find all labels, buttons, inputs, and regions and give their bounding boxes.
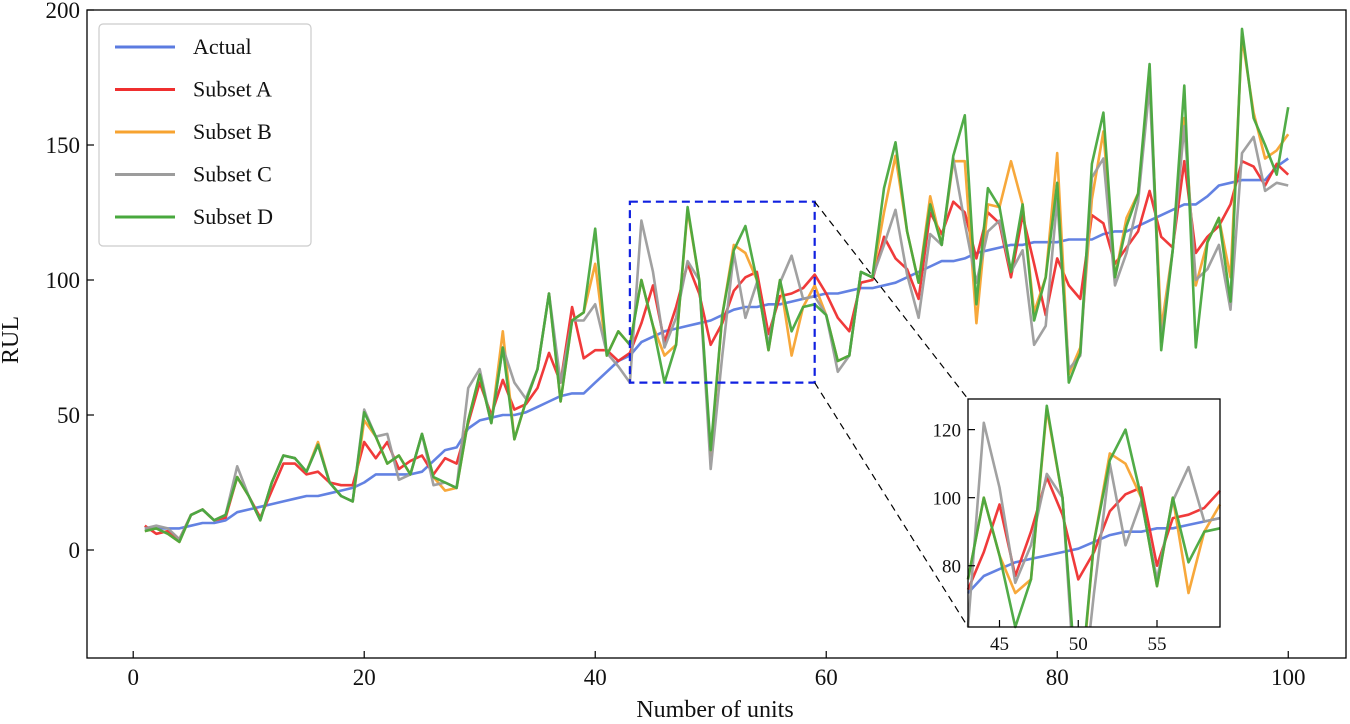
inset-x-tick-label: 45: [990, 634, 1009, 655]
main-plot-lines: [144, 27, 1290, 544]
zoom-connector-bottom: [814, 382, 969, 628]
inset-series-line-subset-d: [966, 404, 1221, 629]
zoom-connector-top: [814, 201, 969, 400]
legend-label-subset-d: Subset D: [193, 204, 273, 229]
inset-plot-lines: [966, 404, 1222, 629]
inset-x-tick-label: 55: [1148, 634, 1167, 655]
y-tick-label: 150: [46, 133, 81, 158]
x-tick-label: 0: [127, 665, 139, 690]
x-tick-label: 60: [815, 665, 838, 690]
plot-frame: [86, 9, 1347, 659]
y-tick-label: 0: [69, 538, 81, 563]
y-tick-label: 200: [46, 0, 81, 23]
y-tick-label: 100: [46, 268, 81, 293]
main-axis-ticks: 0 20 40 60 80 100 0 50 100 150 200: [46, 0, 1306, 690]
inset-y-tick-label: 120: [933, 420, 962, 441]
x-tick-label: 80: [1046, 665, 1069, 690]
y-axis-label: RUL: [0, 316, 24, 364]
inset-x-tick-label: 50: [1069, 634, 1088, 655]
inset-axis-ticks: 45 50 55 80 100 120: [933, 420, 1167, 655]
legend-label-actual: Actual: [193, 34, 252, 59]
zoom-rectangle: [628, 200, 816, 384]
x-tick-label: 20: [353, 665, 376, 690]
series-line-actual: [144, 157, 1289, 530]
inset-frame: [967, 398, 1221, 628]
zoom-region-box: [628, 200, 969, 628]
legend-label-subset-a: Subset A: [193, 77, 272, 102]
y-tick-label: 50: [57, 403, 80, 428]
inset-y-tick-label: 80: [942, 556, 961, 577]
inset-y-tick-label: 100: [933, 488, 962, 509]
legend: Actual Subset A Subset B Subset C Subset D: [98, 23, 312, 247]
x-tick-label: 100: [1271, 665, 1306, 690]
series-line-subset-a: [144, 159, 1290, 541]
x-tick-label: 40: [584, 665, 607, 690]
legend-label-subset-c: Subset C: [193, 162, 272, 187]
x-axis-label: Number of units: [636, 697, 793, 723]
legend-label-subset-b: Subset B: [193, 119, 272, 144]
legend-frame: [98, 23, 312, 247]
series-line-subset-d: [144, 27, 1290, 544]
